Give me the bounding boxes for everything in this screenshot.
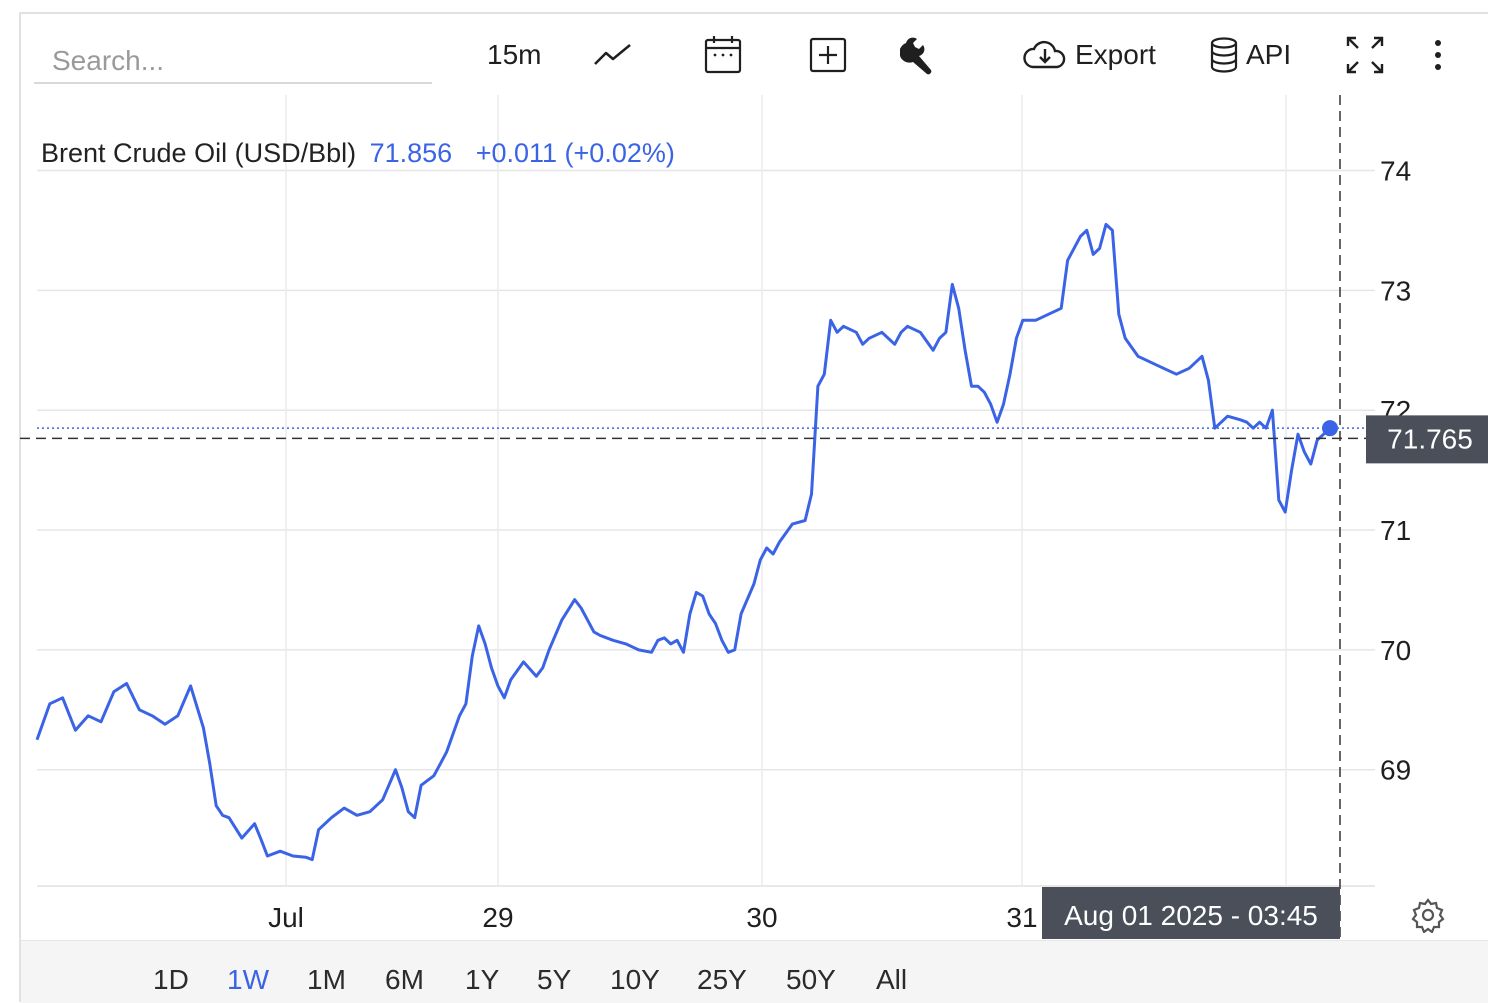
range-1d[interactable]: 1D [153,964,189,995]
settings-tools-button[interactable] [900,30,942,80]
range-25y[interactable]: 25Y [697,964,747,995]
calendar-icon [704,36,742,74]
export-button[interactable]: Export [1021,30,1156,80]
range-5y[interactable]: 5Y [537,964,572,995]
x-tick-label: 31 [1006,902,1037,933]
crosshair-price-label: 71.765 [1387,423,1473,454]
api-label: API [1246,39,1292,70]
price-series-line [35,222,1332,862]
calendar-button[interactable] [703,30,743,80]
wrench-icon [900,37,932,75]
api-button[interactable]: API [1208,30,1291,80]
fullscreen-icon [1346,36,1384,74]
database-icon [1210,37,1238,73]
range-all[interactable]: All [876,964,908,995]
range-1w[interactable]: 1W [227,964,269,995]
range-10y[interactable]: 10Y [610,964,660,995]
legend-change: +0.011 (+0.02%) [475,138,675,168]
gear-icon [1411,898,1445,934]
crosshair-time-label: Aug 01 2025 - 03:45 [1064,900,1318,931]
chart-legend: Brent Crude Oil (USD/Bbl) 71.856 +0.011 … [41,138,675,169]
chart-series [35,222,1338,862]
range-6m[interactable]: 6M [385,964,424,995]
y-tick-label: 70 [1380,635,1411,666]
export-label: Export [1075,39,1156,70]
toolbar: 15m Export [0,0,1488,92]
y-tick-label: 74 [1380,156,1411,187]
y-tick-label: 71 [1380,515,1411,546]
range-50y[interactable]: 50Y [786,964,836,995]
search-input[interactable] [34,40,432,84]
crosshair-time-tag [1042,887,1340,939]
chart-settings-button[interactable] [1410,897,1446,938]
crosshair-price-tag [1366,415,1488,464]
y-tick-label: 73 [1380,275,1411,306]
more-menu-button[interactable] [1430,30,1446,80]
chart-frame [19,12,1488,1002]
last-price-marker [1322,420,1338,437]
plus-square-icon [809,37,847,73]
fullscreen-button[interactable] [1344,30,1386,80]
x-tick-label: Jul [268,902,304,933]
cloud-download-icon [1023,40,1066,69]
chart-grid [37,95,1375,887]
line-chart-icon [594,44,631,65]
legend-series-name: Brent Crude Oil (USD/Bbl) [41,138,357,168]
vertical-dots-icon [1435,40,1441,70]
legend-value: 71.856 [369,138,453,168]
chart-type-button[interactable] [592,30,636,80]
range-1m[interactable]: 1M [307,964,346,995]
range-bar [21,940,1488,1003]
add-indicator-button[interactable] [808,30,848,80]
range-1y[interactable]: 1Y [465,964,500,995]
y-tick-label: 69 [1380,755,1411,786]
x-tick-label: 30 [746,902,777,933]
interval-selector[interactable]: 15m [487,39,542,70]
x-tick-label: 29 [482,902,513,933]
chart-overlay: 71.765 Aug 01 2025 - 03:45 [20,95,1488,940]
